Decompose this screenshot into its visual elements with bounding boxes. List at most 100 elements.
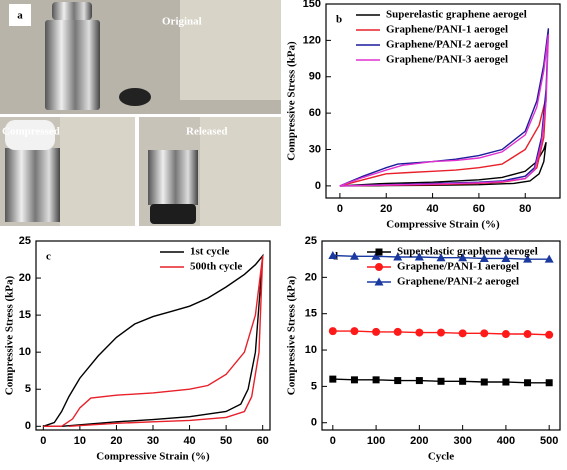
x-tick-label: 20	[380, 203, 392, 215]
marker	[523, 254, 533, 263]
panel-label: b	[336, 14, 342, 26]
y-tick-label: 15	[305, 308, 317, 320]
marker	[523, 330, 532, 339]
y-tick-label: 15	[19, 309, 31, 321]
marker	[372, 376, 380, 384]
x-tick-label: 0	[337, 203, 343, 215]
aerogel	[150, 204, 196, 224]
marker	[371, 251, 381, 260]
marker	[437, 377, 445, 385]
y-tick-label: 120	[303, 34, 321, 46]
marker	[415, 328, 424, 337]
legend-label: Superelastic graphene aerogel	[397, 246, 538, 258]
y-tick-label: 25	[19, 235, 31, 247]
marker	[393, 252, 403, 261]
weight	[148, 150, 198, 205]
y-axis-label: Compressive Stress (kPa)	[4, 275, 16, 395]
legend-label: Graphene/PANI-1 aerogel	[386, 24, 508, 36]
y-tick-label: 5	[311, 380, 317, 392]
series-line	[43, 255, 264, 427]
panel-label-bg	[9, 4, 31, 26]
weight	[5, 148, 60, 222]
y-tick-label: 5	[25, 383, 31, 395]
caption: Compressed	[2, 126, 60, 138]
x-tick-label: 50	[220, 435, 232, 447]
x-tick-label: 30	[147, 435, 159, 447]
marker	[480, 329, 489, 338]
y-tick-label: 90	[309, 71, 321, 83]
x-tick-label: 200	[410, 435, 428, 447]
legend-label: Superelastic graphene aerogel	[386, 9, 527, 21]
y-axis-label: Compressive Stress (kPa)	[286, 41, 298, 161]
x-tick-label: 100	[367, 435, 385, 447]
y-tick-label: 0	[315, 180, 321, 192]
marker	[393, 327, 402, 336]
marker	[501, 330, 510, 339]
y-tick-label: 20	[19, 272, 31, 284]
marker	[501, 253, 511, 262]
series-line	[43, 253, 264, 427]
marker	[545, 330, 554, 339]
legend-label: Graphene/PANI-2 aerogel	[386, 39, 508, 51]
x-tick-label: 80	[519, 203, 531, 215]
photo-panel: a Original Compressed Released	[0, 0, 281, 226]
weight	[45, 20, 100, 110]
marker	[414, 252, 424, 261]
marker	[524, 379, 532, 387]
ruler	[180, 0, 281, 100]
y-tick-label: 10	[305, 344, 317, 356]
caption: Released	[186, 126, 228, 138]
y-tick-label: 30	[309, 143, 321, 155]
x-tick-label: 10	[74, 435, 86, 447]
marker	[544, 254, 554, 263]
marker	[329, 375, 337, 383]
weight-knob	[52, 2, 92, 20]
aerogel	[119, 88, 151, 106]
y-tick-label: 150	[303, 0, 321, 10]
legend-label: Graphene/PANI-1 aerogel	[397, 261, 519, 273]
marker	[374, 277, 384, 286]
x-tick-label: 0	[40, 435, 46, 447]
legend-label: 1st cycle	[190, 246, 230, 258]
panel-label: c	[46, 251, 51, 263]
series-line	[339, 141, 547, 187]
legend-label: 500th cycle	[190, 261, 242, 273]
x-axis-label: Cycle	[428, 451, 454, 463]
marker	[375, 263, 383, 271]
x-axis-label: Compressive Strain (%)	[386, 219, 500, 231]
x-tick-label: 20	[110, 435, 122, 447]
x-tick-label: 0	[330, 435, 336, 447]
legend-label: Graphene/PANI-2 aerogel	[397, 276, 519, 288]
marker	[479, 253, 489, 262]
ruler	[60, 117, 135, 226]
marker	[349, 251, 359, 260]
plot-frame	[325, 3, 561, 199]
x-tick-label: 300	[453, 435, 471, 447]
x-axis-label: Compressive Strain (%)	[96, 451, 210, 463]
marker	[375, 248, 383, 256]
marker	[372, 327, 381, 336]
x-tick-label: 500	[540, 435, 558, 447]
marker	[458, 329, 467, 338]
marker	[415, 377, 423, 385]
y-tick-label: 10	[19, 346, 31, 358]
y-tick-label: 25	[305, 235, 317, 247]
marker	[502, 378, 510, 386]
caption: Original	[162, 16, 202, 28]
marker	[350, 327, 359, 336]
marker	[394, 377, 402, 385]
marker	[480, 378, 488, 386]
panel-label: a	[17, 10, 23, 22]
ruler	[200, 117, 281, 226]
x-tick-label: 400	[497, 435, 515, 447]
y-axis-label: Compressive Stress (kPa)	[286, 275, 298, 395]
glove	[5, 120, 55, 150]
y-tick-label: 20	[305, 271, 317, 283]
x-tick-label: 60	[257, 435, 269, 447]
x-tick-label: 40	[183, 435, 195, 447]
x-tick-label: 60	[473, 203, 485, 215]
marker	[350, 376, 358, 384]
y-tick-label: 0	[25, 420, 31, 432]
x-tick-label: 40	[426, 203, 438, 215]
legend-label: Graphene/PANI-3 aerogel	[386, 54, 508, 66]
